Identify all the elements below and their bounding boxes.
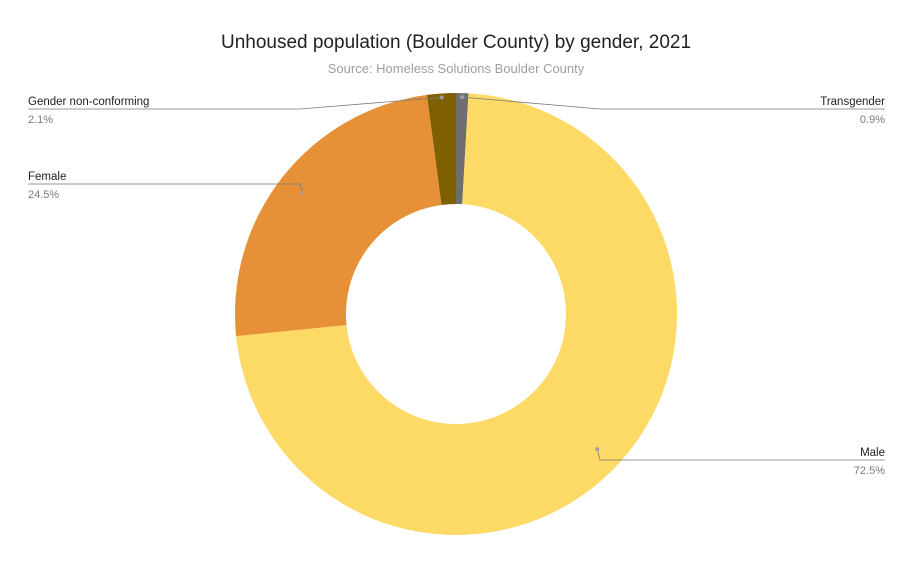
leader-line-transgender: [462, 96, 885, 110]
slice-male: [236, 93, 677, 535]
slice-transgender: [456, 93, 469, 205]
leader-dot-female: [300, 190, 305, 195]
slices-group: [235, 93, 677, 535]
leader-dot-gender-non-conforming: [439, 95, 444, 100]
labels-group: Transgender 0.9% Male 72.5% Gender non-confo…: [28, 95, 885, 477]
chart-title: Unhoused population (Boulder County) by …: [221, 32, 691, 53]
leader-dot-male: [595, 447, 600, 452]
label-name-female: Female: [28, 171, 66, 183]
label-value-male: 72.5%: [854, 465, 885, 477]
chart-subtitle: Source: Homeless Solutions Boulder Count…: [328, 61, 585, 76]
leader-line-male: [596, 449, 885, 461]
leader-line-gender-non-conforming: [28, 97, 442, 110]
label-value-transgender: 0.9%: [860, 114, 885, 126]
label-value-female: 24.5%: [28, 189, 59, 201]
label-name-male: Male: [860, 447, 885, 459]
leader-line-female: [28, 183, 304, 193]
label-name-gender-non-conforming: Gender non-conforming: [28, 96, 149, 108]
label-name-transgender: Transgender: [820, 96, 885, 108]
slice-gender-non-conforming: [426, 93, 456, 205]
leader-dot-transgender: [460, 95, 465, 100]
slice-female: [235, 94, 442, 337]
label-value-gender-non-conforming: 2.1%: [28, 114, 53, 126]
